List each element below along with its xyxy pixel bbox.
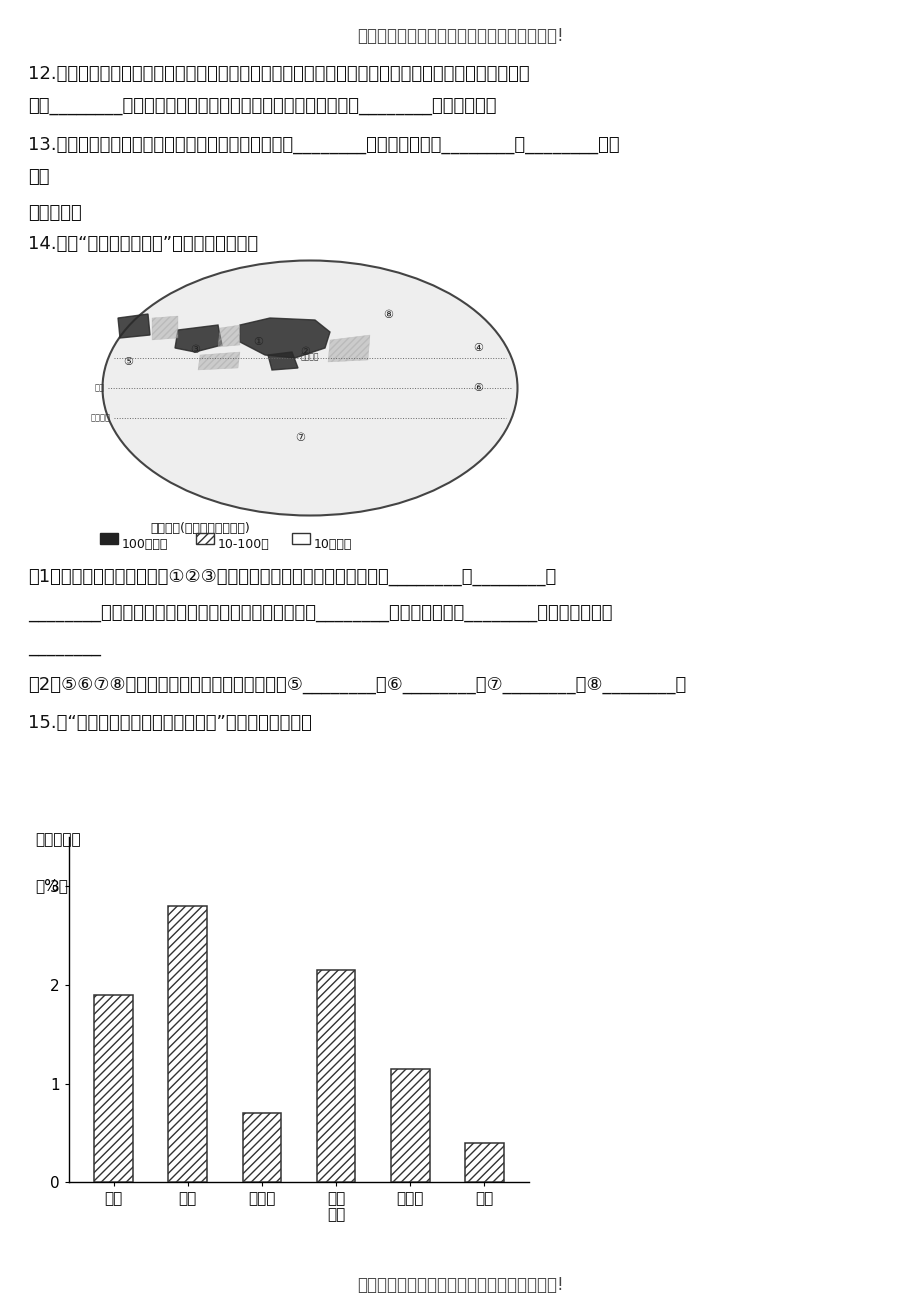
Text: ⑥: ⑥	[472, 383, 482, 393]
Bar	[465, 1143, 504, 1182]
Text: （1）从图中能够看出，数字①②③表示的世界人口最稠密的地区分别是________、________、: （1）从图中能够看出，数字①②③表示的世界人口最稠密的地区分别是________…	[28, 568, 556, 586]
Text: ⑤: ⑤	[123, 357, 133, 367]
Text: 南回归线: 南回归线	[90, 414, 110, 423]
Polygon shape	[267, 352, 298, 370]
Text: 13.人类必须控制生育，提高人口素质，使人口增长与________发展相适应，与________、________相协: 13.人类必须控制生育，提高人口素质，使人口增长与________发展相适应，与…	[28, 135, 619, 154]
Text: ④: ④	[472, 342, 482, 353]
Bar	[243, 1113, 281, 1182]
Text: 度较________，经济发展水平低的国家，人口自然增长率速度较________（快或慢）。: 度较________，经济发展水平低的国家，人口自然增长率速度较________…	[28, 98, 496, 115]
Text: 北回归线: 北回归线	[301, 352, 319, 361]
Bar	[168, 906, 207, 1182]
Text: 人口密度(每平方千米人口数): 人口密度(每平方千米人口数)	[150, 522, 250, 535]
Polygon shape	[175, 326, 221, 352]
Polygon shape	[218, 326, 240, 348]
Text: 调。: 调。	[28, 168, 50, 186]
Text: 14.读图“世界人口分布图”，回答下列问题。: 14.读图“世界人口分布图”，回答下列问题。	[28, 234, 258, 253]
Bar	[196, 533, 214, 544]
Text: ②: ②	[300, 348, 310, 357]
Text: 10-100人: 10-100人	[218, 538, 269, 551]
Text: （%）: （%）	[36, 879, 68, 893]
Text: ________这几个地区的共同特点是：在海陆位置方面：________；在气候方面：________；在地形方面：: ________这几个地区的共同特点是：在海陆位置方面：________；在气候…	[28, 604, 612, 622]
Polygon shape	[240, 318, 330, 358]
Bar	[94, 995, 132, 1182]
Text: ⑦: ⑦	[295, 434, 305, 443]
Polygon shape	[198, 352, 240, 370]
Polygon shape	[328, 335, 369, 362]
Text: 赤道: 赤道	[95, 384, 105, 392]
Text: ⑧: ⑧	[382, 310, 392, 320]
Text: 12.人口的自然增长率与经济发展水平有密切联系，一般来说经济发展水平高的国家，人口自然增长率速: 12.人口的自然增长率与经济发展水平有密切联系，一般来说经济发展水平高的国家，人…	[28, 65, 529, 83]
Text: 欢迎阅读本文档，希望本文档能对您有所帮助!: 欢迎阅读本文档，希望本文档能对您有所帮助!	[357, 27, 562, 46]
Text: ________: ________	[28, 638, 101, 656]
Text: 欢迎阅读本文档，希望本文档能对您有所帮助!: 欢迎阅读本文档，希望本文档能对您有所帮助!	[357, 1276, 562, 1294]
Text: ①: ①	[253, 337, 263, 348]
Polygon shape	[152, 316, 177, 340]
Bar	[391, 1069, 429, 1182]
Polygon shape	[118, 314, 150, 339]
Text: 15.读“世界各地区人口自然增长率图”，回答下列问题：: 15.读“世界各地区人口自然增长率图”，回答下列问题：	[28, 713, 312, 732]
Text: 10人以下: 10人以下	[313, 538, 352, 551]
Bar	[316, 970, 355, 1182]
Text: ③: ③	[190, 345, 199, 355]
Ellipse shape	[102, 260, 516, 516]
Bar	[100, 533, 118, 544]
Bar	[291, 533, 310, 544]
Text: 三、综合题: 三、综合题	[28, 204, 82, 223]
Text: 100人以上: 100人以上	[122, 538, 168, 551]
Text: 自然增长率: 自然增长率	[36, 832, 81, 848]
Text: （2）⑤⑥⑦⑧四地中，人口稀少的原因分别是：⑤________，⑥________，⑦________，⑧________。: （2）⑤⑥⑦⑧四地中，人口稀少的原因分别是：⑤________，⑥_______…	[28, 676, 686, 694]
